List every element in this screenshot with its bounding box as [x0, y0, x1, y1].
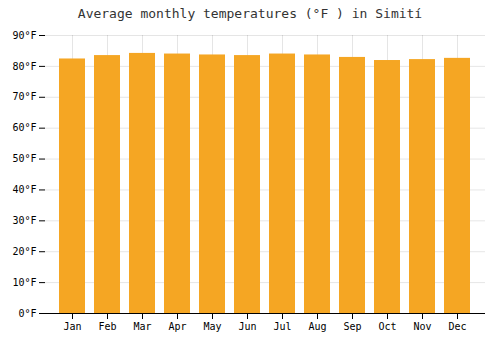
svg-text:30°F: 30°F: [12, 215, 36, 226]
svg-text:Apr: Apr: [168, 321, 186, 332]
svg-text:70°F: 70°F: [12, 91, 36, 102]
svg-text:Jan: Jan: [63, 321, 81, 332]
svg-text:20°F: 20°F: [12, 246, 36, 257]
svg-text:80°F: 80°F: [12, 61, 36, 72]
html-text:Average monthly temperatures (: Average monthly temperatures (°F ) in Si…: [77, 6, 423, 21]
svg-text:Nov: Nov: [413, 321, 431, 332]
svg-text:90°F: 90°F: [12, 30, 36, 41]
svg-text:May: May: [203, 321, 221, 332]
svg-text:40°F: 40°F: [12, 184, 36, 195]
svg-text:0°F: 0°F: [18, 308, 36, 319]
svg-text:Jun: Jun: [238, 321, 256, 332]
svg-text:50°F: 50°F: [12, 153, 36, 164]
svg-text:Sep: Sep: [343, 321, 361, 332]
svg-text:Dec: Dec: [448, 321, 466, 332]
svg-text:Aug: Aug: [308, 321, 326, 332]
svg-text:10°F: 10°F: [12, 277, 36, 288]
svg-text:Feb: Feb: [98, 321, 116, 332]
svg-text:60°F: 60°F: [12, 122, 36, 133]
svg-text:Jul: Jul: [273, 321, 291, 332]
svg-text:Mar: Mar: [133, 321, 151, 332]
svg-text:Oct: Oct: [378, 321, 396, 332]
